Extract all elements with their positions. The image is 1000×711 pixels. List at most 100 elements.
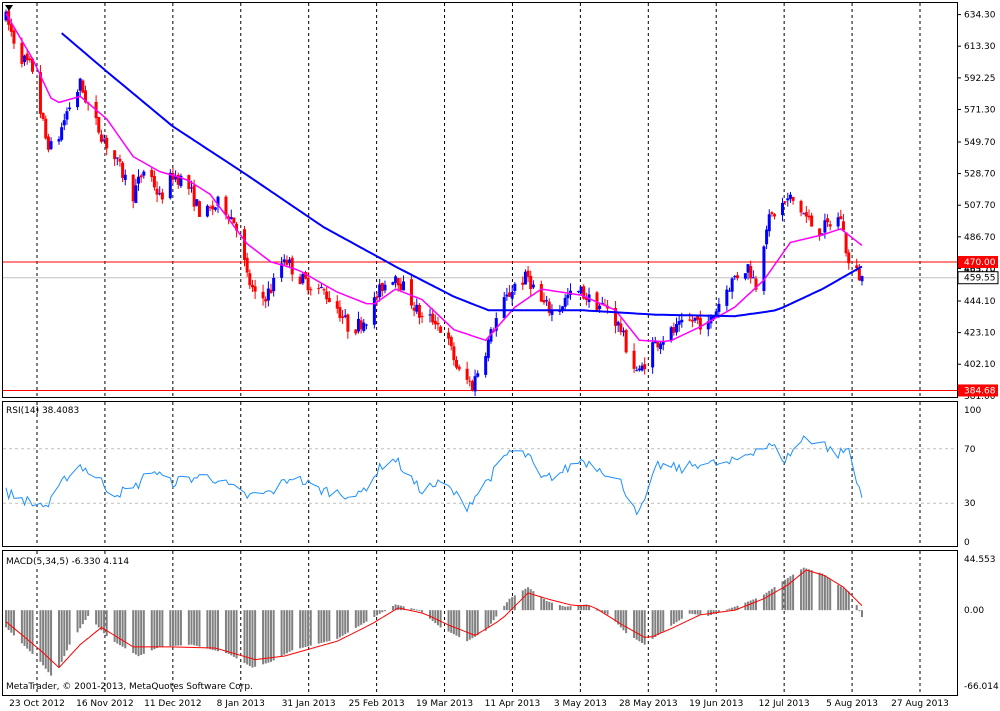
macd-histogram-bar <box>725 609 728 611</box>
bullish-candle <box>531 284 535 288</box>
bullish-candle <box>550 310 554 315</box>
macd-histogram-bar <box>736 605 739 611</box>
bearish-candle <box>844 232 848 254</box>
axis-labels: 23 Oct 2012 16 Nov 2012 11 Dec 2012 8 Jan 2… <box>9 11 999 709</box>
macd-histogram-bar <box>103 610 106 634</box>
macd-histogram-bar <box>187 610 190 645</box>
bearish-candle <box>285 259 289 265</box>
bearish-candle <box>521 282 525 285</box>
macd-histogram-bar <box>65 610 68 651</box>
macd-histogram-bar <box>641 610 644 643</box>
bullish-candle <box>637 368 641 371</box>
bullish-candle <box>505 294 509 297</box>
bearish-candle <box>696 316 700 320</box>
bullish-candle <box>598 305 602 310</box>
macd-histogram-bar <box>323 610 326 643</box>
bearish-candle <box>208 207 212 209</box>
bullish-candle <box>123 174 127 180</box>
bearish-candle <box>298 276 302 285</box>
macd-histogram-bar <box>503 605 506 611</box>
macd-histogram-bar <box>285 610 288 654</box>
macd-histogram-bar <box>124 610 127 649</box>
macd-histogram-bar <box>254 610 257 667</box>
macd-histogram-bar <box>513 595 516 611</box>
bullish-candle <box>669 327 673 341</box>
bearish-candle <box>99 134 103 142</box>
bullish-candle <box>266 288 270 301</box>
bullish-candle <box>600 302 604 305</box>
bearish-candle <box>150 169 154 178</box>
bullish-candle <box>661 341 665 345</box>
bearish-candle <box>322 289 326 291</box>
macd-histogram-bar <box>309 610 312 646</box>
bearish-candle <box>338 307 342 318</box>
bearish-candle <box>113 150 117 160</box>
macd-label: MACD(5,34,5) -6.330 4.114 <box>6 557 129 567</box>
macd-histogram-bar <box>39 610 42 662</box>
macd-histogram-bar <box>230 610 233 656</box>
macd-histogram-bar <box>762 594 765 611</box>
bearish-candle <box>250 284 254 288</box>
macd-histogram-bar <box>177 610 180 646</box>
x-axis-label: 11 Dec 2012 <box>144 699 202 709</box>
macd-histogram-bar <box>288 610 291 652</box>
macd-histogram-bar <box>800 569 803 611</box>
bearish-candle <box>672 327 676 333</box>
bullish-candle <box>616 321 620 326</box>
macd-histogram-bar <box>87 610 90 616</box>
bullish-candle <box>216 196 220 206</box>
macd-histogram-bar <box>28 610 31 652</box>
x-axis-label: 19 Mar 2013 <box>416 699 473 709</box>
price-axis-label: 423.10 <box>964 329 996 339</box>
bullish-candle <box>142 171 146 176</box>
rsi-panel <box>3 435 957 516</box>
macd-histogram-bar <box>789 576 792 611</box>
bearish-candle <box>791 196 795 201</box>
fast-moving-average-line <box>5 13 863 343</box>
macd-histogram-bar <box>190 610 193 645</box>
macd-histogram-bar <box>466 610 469 642</box>
bearish-candle <box>420 316 424 318</box>
macd-histogram-bar <box>545 600 548 611</box>
rsi-axis-label: 70 <box>964 445 976 455</box>
macd-axis-label: 44.553 <box>964 555 996 565</box>
bearish-candle <box>28 58 32 61</box>
price-axis-label: 549.70 <box>964 138 996 148</box>
macd-histogram-bar <box>436 610 439 626</box>
macd-histogram-bar <box>431 610 434 621</box>
macd-histogram-bar <box>246 610 249 665</box>
bullish-candle <box>372 297 376 325</box>
bullish-candle <box>78 78 82 91</box>
macd-histogram-bar <box>307 610 310 647</box>
bearish-candle <box>176 174 180 185</box>
current-price-label: 459.55 <box>964 274 996 284</box>
bearish-candle <box>396 278 400 286</box>
macd-histogram-bar <box>251 610 254 668</box>
macd-histogram-bar <box>542 599 545 611</box>
x-axis-label: 3 May 2013 <box>554 699 607 709</box>
macd-histogram-bar <box>394 604 397 611</box>
bearish-candle <box>417 304 421 318</box>
bullish-candle <box>767 214 771 232</box>
macd-histogram-bar <box>158 610 161 647</box>
level-price-label: 470.00 <box>964 258 996 268</box>
bearish-candle <box>412 307 416 311</box>
macd-histogram-bar <box>728 608 731 611</box>
x-axis-label: 11 Apr 2013 <box>485 699 541 709</box>
chart-shift-marker-icon <box>5 5 13 11</box>
bearish-candle <box>508 292 512 297</box>
bullish-candle <box>677 321 681 325</box>
macd-histogram-bar <box>577 605 580 611</box>
bearish-candle <box>433 320 437 325</box>
macd-histogram-bar <box>97 610 100 628</box>
macd-histogram-bar <box>357 610 360 627</box>
macd-histogram-bar <box>524 588 527 611</box>
x-axis-label: 31 Jan 2013 <box>282 699 336 709</box>
macd-histogram-bar <box>100 610 103 631</box>
bearish-candle <box>643 364 647 370</box>
bullish-candle <box>714 311 718 317</box>
bullish-candle <box>566 294 570 299</box>
macd-histogram-bar <box>672 610 675 624</box>
